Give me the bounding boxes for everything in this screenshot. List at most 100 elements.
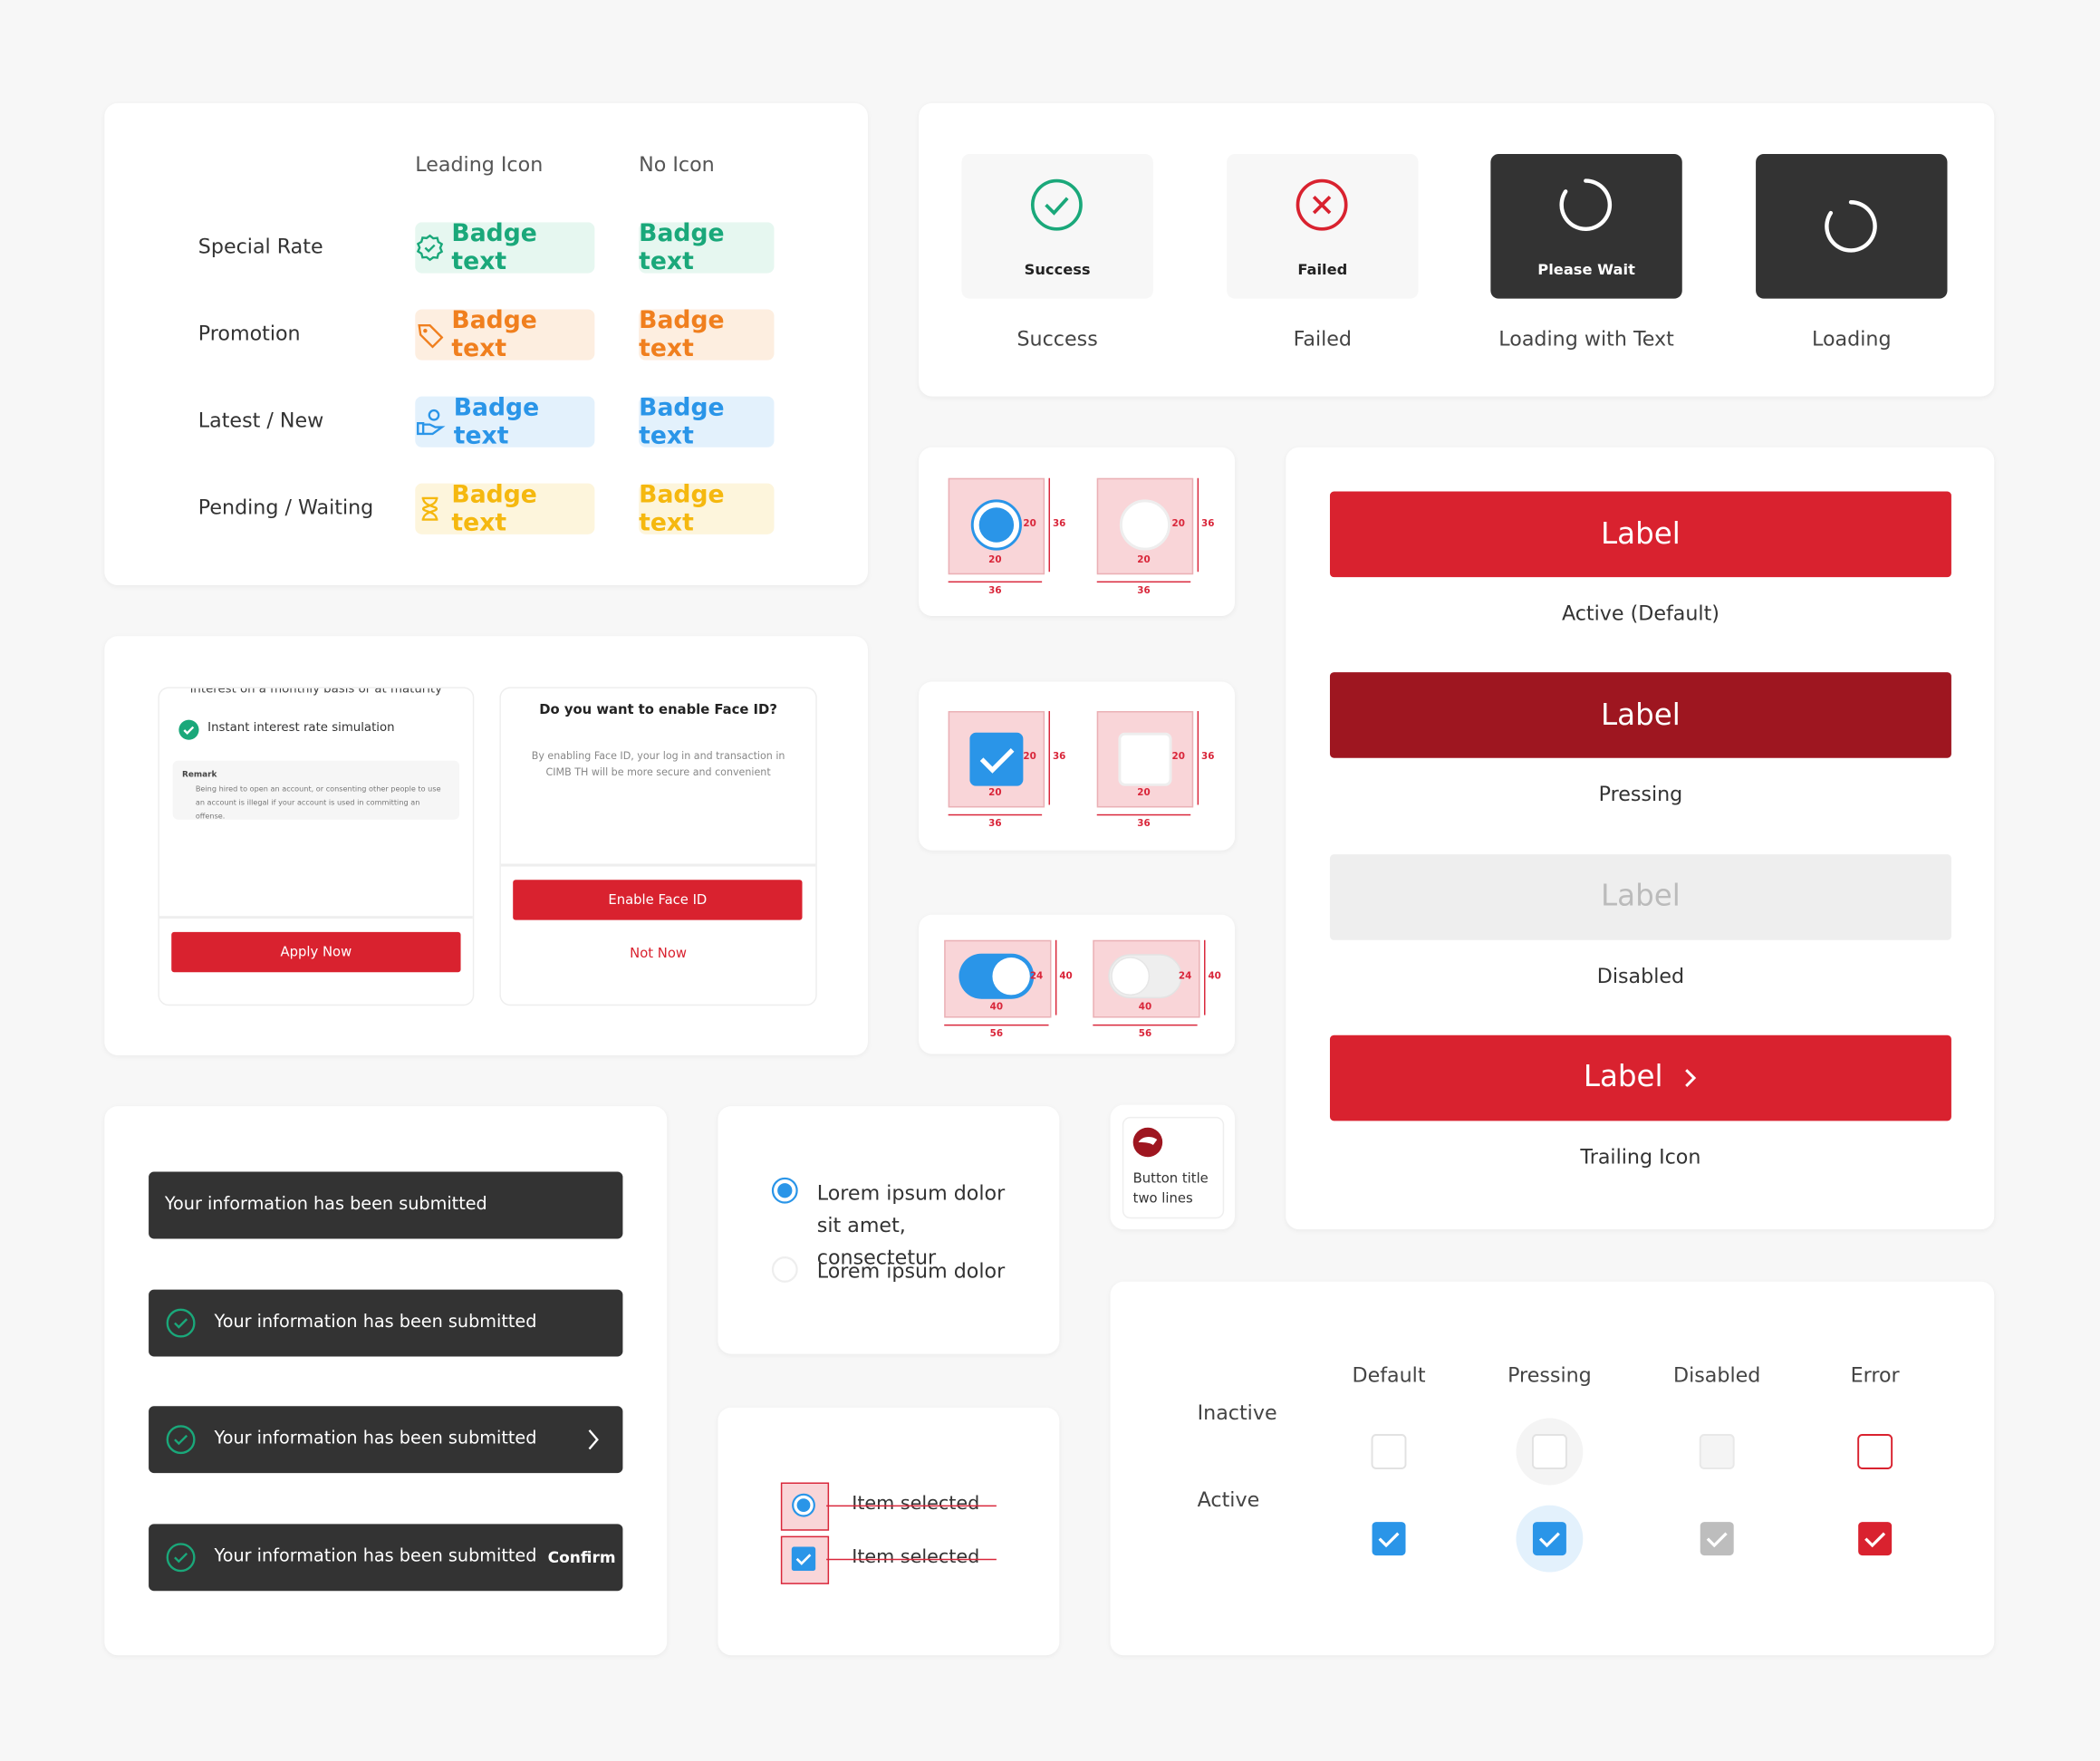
tile-caption: Failed <box>1293 326 1353 351</box>
card-title: Do you want to enable Face ID? <box>539 703 777 718</box>
column-header: Error <box>1850 1362 1900 1388</box>
badge-text: Badge text <box>639 480 725 537</box>
spec-line <box>1204 939 1206 1015</box>
button-caption: Disabled <box>1596 963 1685 988</box>
badge-text: Badge text <box>451 306 537 363</box>
column-header: Leading Icon <box>415 152 544 178</box>
checkbox-active[interactable] <box>1355 1506 1422 1573</box>
status-tile: Failed <box>1227 154 1419 299</box>
column-header: Pressing <box>1508 1362 1592 1388</box>
tile-title: Please Wait <box>1537 261 1635 279</box>
radio-label: Lorem ipsum dolor <box>816 1258 1006 1284</box>
remark-box: Remark Being hired to open an account, o… <box>172 760 460 822</box>
radio-selected <box>792 1493 815 1517</box>
badge-plain: Badge text <box>639 394 775 450</box>
column-header: Default <box>1352 1362 1426 1388</box>
radio-off <box>1119 499 1171 551</box>
button-label: Label <box>1601 517 1681 552</box>
spec-value: 36 <box>988 818 1002 830</box>
toast-action[interactable]: Confirm <box>547 1548 616 1567</box>
badge-plain: Badge text <box>639 219 775 276</box>
button-label: Label <box>1601 880 1681 914</box>
button-caption: Pressing <box>1598 782 1683 807</box>
spec-value: 36 <box>988 585 1002 596</box>
spec-value: 24 <box>1029 970 1044 982</box>
checkbox-on <box>969 732 1024 786</box>
toast: Your information has been submitted Conf… <box>149 1524 623 1592</box>
card-body: By enabling Face ID, your log in and tra… <box>531 749 785 778</box>
spec-value: 24 <box>1178 970 1192 982</box>
toast-text: Your information has been submitted <box>164 1194 487 1215</box>
spinner <box>1559 178 1613 231</box>
badge-text: Badge text <box>639 219 725 276</box>
spec-value: 40 <box>1208 970 1221 982</box>
tile-caption: Loading with Text <box>1498 326 1674 351</box>
button[interactable]: Label <box>1329 672 1951 759</box>
spec-value: 36 <box>1137 585 1151 596</box>
chevron <box>1684 1068 1696 1087</box>
spec-value: 20 <box>1171 751 1185 763</box>
button[interactable]: Label <box>1329 853 1951 940</box>
button[interactable]: Label <box>1329 1034 1951 1121</box>
radio-panel <box>718 1106 1060 1354</box>
list-item: Item selected <box>852 1546 980 1569</box>
radio-on <box>970 499 1022 551</box>
checkbox-inactive[interactable] <box>1842 1419 1909 1486</box>
toast: Your information has been submitted <box>149 1406 623 1474</box>
checkbox-inactive[interactable] <box>1683 1419 1750 1486</box>
toggle-off <box>1108 954 1182 999</box>
list-item: Item selected <box>852 1493 980 1515</box>
badge-plain: Badge text <box>639 480 775 537</box>
badge-plain: Badge text <box>639 306 775 363</box>
badge-leading: Badge text <box>415 393 595 450</box>
check-icon <box>178 719 199 740</box>
radio-selected[interactable] <box>771 1177 799 1204</box>
spec-value: 20 <box>1137 787 1151 799</box>
badge-icon <box>417 409 446 436</box>
spec-value: 36 <box>1201 751 1215 763</box>
spec-value: 36 <box>1052 751 1066 763</box>
checkbox-inactive[interactable] <box>1516 1418 1584 1486</box>
checkbox-active[interactable] <box>1842 1506 1909 1573</box>
list-panel <box>718 1407 1060 1656</box>
toast-icon <box>166 1308 196 1338</box>
badge-text: Badge text <box>639 306 725 363</box>
column-header: Disabled <box>1673 1362 1761 1388</box>
spec-line <box>826 1558 997 1561</box>
spec-line <box>1197 477 1199 573</box>
badge-icon <box>421 496 438 521</box>
secondary-button[interactable]: Not Now <box>630 947 687 962</box>
button-label: Label <box>1583 1061 1663 1095</box>
checkbox-active[interactable] <box>1683 1506 1750 1573</box>
spec-value: 40 <box>989 1001 1004 1013</box>
failed-icon <box>1296 178 1348 231</box>
checkbox-active[interactable] <box>1516 1505 1584 1573</box>
spec-value: 40 <box>1059 970 1073 982</box>
divider <box>500 863 816 867</box>
spinner <box>1825 200 1877 253</box>
status-tile: Success <box>961 154 1153 299</box>
status-tile <box>1756 154 1948 299</box>
badge-text: Badge text <box>453 393 540 450</box>
radio-unselected[interactable] <box>771 1256 799 1284</box>
spec-value: 20 <box>988 787 1002 799</box>
spec-line <box>1055 939 1057 1015</box>
remark-text: Being hired to open an account, or conse… <box>195 785 441 822</box>
spec-value: 36 <box>1201 518 1215 529</box>
badge-icon <box>418 324 444 349</box>
faceid-card: Do you want to enable Face ID? By enabli… <box>499 687 817 1006</box>
spec-line <box>948 813 1043 816</box>
success-icon <box>1030 178 1083 231</box>
spec-line <box>1096 813 1191 816</box>
button-caption: Active (Default) <box>1561 601 1719 626</box>
spec-value: 20 <box>1023 751 1036 763</box>
column-header: No Icon <box>639 152 715 178</box>
apply-button[interactable]: Apply Now <box>171 931 461 973</box>
badge-text: Badge text <box>451 480 537 537</box>
checkbox-inactive[interactable] <box>1355 1419 1422 1486</box>
button[interactable]: Label <box>1329 491 1951 578</box>
button-caption: Trailing Icon <box>1580 1144 1701 1169</box>
primary-button[interactable]: Enable Face ID <box>513 880 803 920</box>
row-label: Pending / Waiting <box>197 495 374 520</box>
